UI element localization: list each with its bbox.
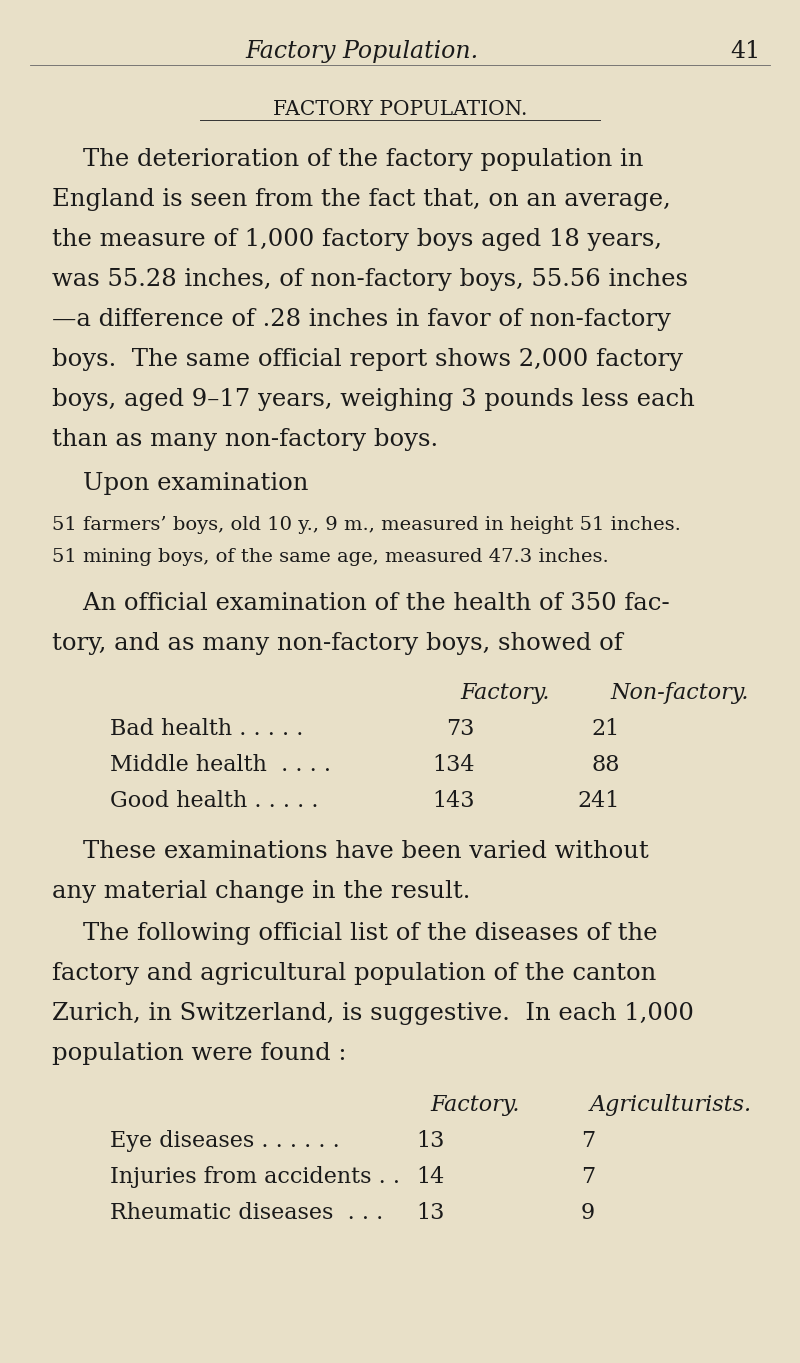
Text: 14: 14: [417, 1165, 445, 1189]
Text: England is seen from the fact that, on an average,: England is seen from the fact that, on a…: [52, 188, 670, 211]
Text: An official examination of the health of 350 fac-: An official examination of the health of…: [52, 592, 670, 615]
Text: Good health . . . . .: Good health . . . . .: [110, 791, 318, 812]
Text: Middle health  . . . .: Middle health . . . .: [110, 754, 331, 776]
Text: The following official list of the diseases of the: The following official list of the disea…: [52, 921, 658, 945]
Text: 51 mining boys, of the same age, measured 47.3 inches.: 51 mining boys, of the same age, measure…: [52, 548, 609, 566]
Text: 13: 13: [417, 1130, 445, 1152]
Text: boys, aged 9–17 years, weighing 3 pounds less each: boys, aged 9–17 years, weighing 3 pounds…: [52, 388, 694, 412]
Text: than as many non-factory boys.: than as many non-factory boys.: [52, 428, 438, 451]
Text: Factory.: Factory.: [460, 682, 550, 705]
Text: 143: 143: [433, 791, 475, 812]
Text: boys.  The same official report shows 2,000 factory: boys. The same official report shows 2,0…: [52, 348, 683, 371]
Text: Factory.: Factory.: [430, 1094, 519, 1116]
Text: 21: 21: [592, 718, 620, 740]
Text: The deterioration of the factory population in: The deterioration of the factory populat…: [52, 149, 643, 170]
Text: 51 farmers’ boys, old 10 y., 9 m., measured in height 51 inches.: 51 farmers’ boys, old 10 y., 9 m., measu…: [52, 517, 681, 534]
Text: population were found :: population were found :: [52, 1041, 346, 1065]
Text: FACTORY POPULATION.: FACTORY POPULATION.: [273, 99, 527, 119]
Text: Injuries from accidents . .: Injuries from accidents . .: [110, 1165, 400, 1189]
Text: Agriculturists.: Agriculturists.: [590, 1094, 752, 1116]
Text: 241: 241: [578, 791, 620, 812]
Text: 73: 73: [446, 718, 475, 740]
Text: 7: 7: [581, 1130, 595, 1152]
Text: tory, and as many non-factory boys, showed of: tory, and as many non-factory boys, show…: [52, 632, 622, 656]
Text: 13: 13: [417, 1202, 445, 1224]
Text: These examinations have been varied without: These examinations have been varied with…: [52, 840, 649, 863]
Text: was 55.28 inches, of non-factory boys, 55.56 inches: was 55.28 inches, of non-factory boys, 5…: [52, 269, 688, 290]
Text: any material change in the result.: any material change in the result.: [52, 880, 470, 904]
Text: 41: 41: [730, 40, 760, 63]
Text: 134: 134: [433, 754, 475, 776]
Text: Bad health . . . . .: Bad health . . . . .: [110, 718, 303, 740]
Text: Non-factory.: Non-factory.: [610, 682, 749, 705]
Text: Rheumatic diseases  . . .: Rheumatic diseases . . .: [110, 1202, 383, 1224]
Text: Factory Population.: Factory Population.: [245, 40, 478, 63]
Text: Upon examination: Upon examination: [52, 472, 308, 495]
Text: Eye diseases . . . . . .: Eye diseases . . . . . .: [110, 1130, 340, 1152]
Text: —a difference of .28 inches in favor of non-factory: —a difference of .28 inches in favor of …: [52, 308, 671, 331]
Text: 7: 7: [581, 1165, 595, 1189]
Text: Zurich, in Switzerland, is suggestive.  In each 1,000: Zurich, in Switzerland, is suggestive. I…: [52, 1002, 694, 1025]
Text: 88: 88: [591, 754, 620, 776]
Text: factory and agricultural population of the canton: factory and agricultural population of t…: [52, 962, 656, 985]
Text: the measure of 1,000 factory boys aged 18 years,: the measure of 1,000 factory boys aged 1…: [52, 228, 662, 251]
Text: 9: 9: [581, 1202, 595, 1224]
